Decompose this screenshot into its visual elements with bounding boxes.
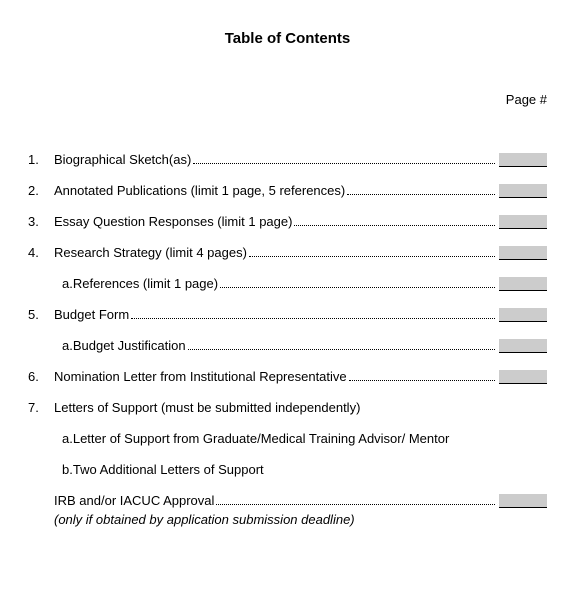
page-number-field[interactable] xyxy=(499,308,547,322)
entry-label: Two Additional Letters of Support xyxy=(73,462,264,477)
entry-label: Letters of Support (must be submitted in… xyxy=(54,400,360,415)
entry-label: Nomination Letter from Institutional Rep… xyxy=(54,369,347,384)
toc-entry: 5.Budget Form xyxy=(28,307,547,322)
entry-sub-letter: a. xyxy=(62,431,73,446)
entry-label: IRB and/or IACUC Approval xyxy=(54,493,214,508)
entry-number: 7. xyxy=(28,400,54,415)
leader-dots xyxy=(193,163,495,164)
entry-sub-letter: a. xyxy=(62,338,73,353)
toc-entry: 1.Biographical Sketch(as) xyxy=(28,152,547,167)
entry-label: Biographical Sketch(as) xyxy=(54,152,191,167)
toc-entry: 4.Research Strategy (limit 4 pages) xyxy=(28,245,547,260)
entry-number: 2. xyxy=(28,183,54,198)
leader-dots xyxy=(188,349,495,350)
toc-entry: b. Two Additional Letters of Support xyxy=(28,462,547,477)
toc-entry: a. References (limit 1 page) xyxy=(28,276,547,291)
page-number-field[interactable] xyxy=(499,370,547,384)
leader-dots xyxy=(216,504,495,505)
page-number-header: Page # xyxy=(28,92,547,107)
page-number-field[interactable] xyxy=(499,153,547,167)
toc-entry: 6.Nomination Letter from Institutional R… xyxy=(28,369,547,384)
toc-entry: 3.Essay Question Responses (limit 1 page… xyxy=(28,214,547,229)
entry-label: Research Strategy (limit 4 pages) xyxy=(54,245,247,260)
entry-number: 3. xyxy=(28,214,54,229)
entry-label: Budget Justification xyxy=(73,338,186,353)
page-number-field[interactable] xyxy=(499,184,547,198)
leader-dots xyxy=(220,287,495,288)
toc-entry: a. Letter of Support from Graduate/Medic… xyxy=(28,431,547,446)
entry-label: Annotated Publications (limit 1 page, 5 … xyxy=(54,183,345,198)
page-number-field[interactable] xyxy=(499,246,547,260)
entry-label: Budget Form xyxy=(54,307,129,322)
entry-number: 1. xyxy=(28,152,54,167)
toc-entry: IRB and/or IACUC Approval xyxy=(28,493,547,508)
leader-dots xyxy=(294,225,495,226)
entry-number: 4. xyxy=(28,245,54,260)
page-title: Table of Contents xyxy=(28,30,547,47)
entry-number: 6. xyxy=(28,369,54,384)
leader-dots xyxy=(347,194,495,195)
leader-dots xyxy=(249,256,495,257)
entry-number: 5. xyxy=(28,307,54,322)
leader-dots xyxy=(349,380,495,381)
page-number-field[interactable] xyxy=(499,277,547,291)
toc-entry: a. Budget Justification xyxy=(28,338,547,353)
page-number-field[interactable] xyxy=(499,215,547,229)
toc-entry: 2.Annotated Publications (limit 1 page, … xyxy=(28,183,547,198)
entry-label: Essay Question Responses (limit 1 page) xyxy=(54,214,292,229)
entry-sub-letter: b. xyxy=(62,462,73,477)
toc-entries: 1.Biographical Sketch(as) 2.Annotated Pub… xyxy=(28,152,547,508)
entry-label: Letter of Support from Graduate/Medical … xyxy=(73,431,449,446)
leader-dots xyxy=(131,318,495,319)
page-number-field[interactable] xyxy=(499,494,547,508)
page-number-field[interactable] xyxy=(499,339,547,353)
toc-entry: 7.Letters of Support (must be submitted … xyxy=(28,400,547,415)
submission-note: (only if obtained by application submiss… xyxy=(28,512,547,527)
entry-label: References (limit 1 page) xyxy=(73,276,218,291)
entry-sub-letter: a. xyxy=(62,276,73,291)
